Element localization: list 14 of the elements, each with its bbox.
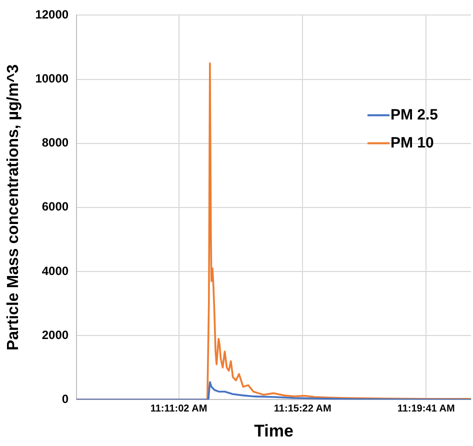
x-tick-label: 11:19:41 AM [397, 403, 455, 414]
legend-label: PM 10 [390, 134, 434, 152]
y-axis-title: Particle Mass concentrations, µg/m^3 [5, 64, 22, 351]
x-tick-label: 11:11:02 AM [150, 403, 208, 414]
x-axis-title: Time [254, 421, 294, 440]
y-tick-label: 4000 [42, 264, 69, 278]
legend-label: PM 2.5 [390, 106, 438, 124]
y-tick-label: 10000 [35, 72, 69, 86]
y-tick-label: 12000 [35, 8, 69, 22]
x-tick-label: 11:15:22 AM [274, 403, 332, 414]
y-tick-label: 0 [62, 392, 69, 406]
y-tick-label: 2000 [42, 328, 69, 342]
y-tick-label: 8000 [42, 136, 69, 150]
y-tick-label: 6000 [42, 200, 69, 214]
